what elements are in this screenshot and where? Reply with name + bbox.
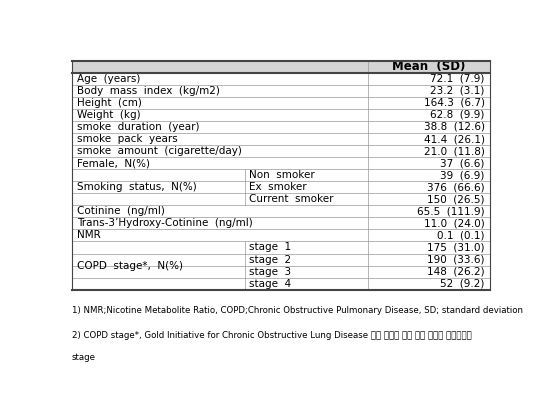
Text: Trans-3’Hydroxy-Cotinine  (ng/ml): Trans-3’Hydroxy-Cotinine (ng/ml) <box>77 218 253 228</box>
Text: 190  (33.6): 190 (33.6) <box>427 254 484 265</box>
Text: 11.0  (24.0): 11.0 (24.0) <box>424 218 484 228</box>
Text: 164.3  (6.7): 164.3 (6.7) <box>424 98 484 108</box>
Text: 2) COPD stage*, Gold Initiative for Chronic Obstructive Lung Disease 분류 기준에 의한 만: 2) COPD stage*, Gold Initiative for Chro… <box>72 331 472 340</box>
Text: Height  (cm): Height (cm) <box>77 98 142 108</box>
Text: 39  (6.9): 39 (6.9) <box>441 170 484 180</box>
Text: 41.4  (26.1): 41.4 (26.1) <box>424 134 484 144</box>
Text: 37  (6.6): 37 (6.6) <box>441 158 484 168</box>
Text: smoke  duration  (year): smoke duration (year) <box>77 122 199 132</box>
Text: Age  (years): Age (years) <box>77 74 140 84</box>
Text: Cotinine  (ng/ml): Cotinine (ng/ml) <box>77 206 165 216</box>
Text: smoke  amount  (cigarette/day): smoke amount (cigarette/day) <box>77 146 242 156</box>
Text: 148  (26.2): 148 (26.2) <box>427 266 484 277</box>
Text: 21.0  (11.8): 21.0 (11.8) <box>424 146 484 156</box>
Text: COPD  stage*,  N(%): COPD stage*, N(%) <box>77 261 183 271</box>
Text: 175  (31.0): 175 (31.0) <box>427 242 484 252</box>
Text: 0.1  (0.1): 0.1 (0.1) <box>437 230 484 240</box>
Text: NMR: NMR <box>77 230 101 240</box>
Text: Non  smoker: Non smoker <box>249 170 315 180</box>
Text: stage  2: stage 2 <box>249 254 291 265</box>
Text: 23.2  (3.1): 23.2 (3.1) <box>430 86 484 96</box>
Text: stage  4: stage 4 <box>249 279 291 289</box>
Text: Weight  (kg): Weight (kg) <box>77 110 141 120</box>
Text: stage  1: stage 1 <box>249 242 291 252</box>
Text: smoke  pack  years: smoke pack years <box>77 134 178 144</box>
Text: 1) NMR;Nicotine Metabolite Ratio, COPD;Chronic Obstructive Pulmonary Disease, SD: 1) NMR;Nicotine Metabolite Ratio, COPD;C… <box>72 306 523 315</box>
Text: Smoking  status,  N(%): Smoking status, N(%) <box>77 182 197 192</box>
Text: 38.8  (12.6): 38.8 (12.6) <box>424 122 484 132</box>
Bar <box>72 61 490 73</box>
Text: stage  3: stage 3 <box>249 266 291 277</box>
Text: Body  mass  index  (kg/m2): Body mass index (kg/m2) <box>77 86 220 96</box>
Text: 65.5  (111.9): 65.5 (111.9) <box>417 206 484 216</box>
Text: 376  (66.6): 376 (66.6) <box>427 182 484 192</box>
Text: 52  (9.2): 52 (9.2) <box>441 279 484 289</box>
Text: 150  (26.5): 150 (26.5) <box>427 194 484 204</box>
Text: Female,  N(%): Female, N(%) <box>77 158 150 168</box>
Text: 62.8  (9.9): 62.8 (9.9) <box>430 110 484 120</box>
Bar <box>72 61 368 73</box>
Text: Ex  smoker: Ex smoker <box>249 182 307 192</box>
Text: Mean  (SD): Mean (SD) <box>392 60 466 73</box>
Text: Current  smoker: Current smoker <box>249 194 334 204</box>
Text: 72.1  (7.9): 72.1 (7.9) <box>430 74 484 84</box>
Text: stage: stage <box>72 353 96 362</box>
